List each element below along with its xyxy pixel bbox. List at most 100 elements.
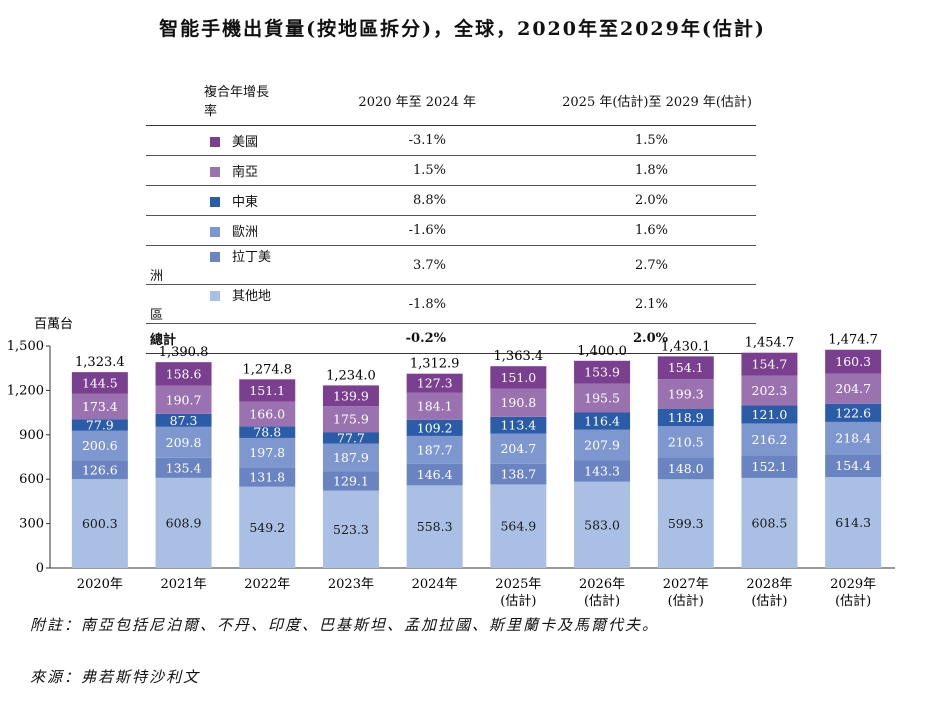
legend-swatch (210, 167, 220, 177)
data-label: 116.4 (584, 414, 620, 429)
region-name: 其他地區 (150, 289, 272, 323)
data-label: 202.3 (752, 383, 788, 398)
bar-segment (239, 426, 296, 438)
total-label: 1,430.1 (661, 339, 711, 354)
cagr-region-cell: 中東 (146, 185, 282, 216)
chart-title: 智能手機出貨量(按地區拆分)，全球，2020年至2029年(估計) (159, 18, 766, 40)
bar-segment (490, 416, 547, 434)
cagr-total-row: 總計 -0.2% 2.0% (146, 323, 756, 354)
region-name: 拉丁美洲 (150, 250, 272, 284)
data-label: 109.2 (417, 420, 453, 435)
total-name: 總計 (146, 323, 282, 354)
bar-segment (322, 432, 379, 444)
data-label: 558.3 (417, 519, 453, 534)
bar-segment (155, 413, 212, 427)
cagr-row: 美國 -3.1% 1.5% (146, 125, 756, 156)
data-label: 154.4 (835, 458, 871, 473)
data-label: 523.3 (333, 522, 369, 537)
x-tick-sublabel: (估計) (835, 593, 871, 609)
data-label: 118.9 (668, 410, 704, 425)
data-label: 190.8 (500, 395, 536, 410)
data-label: 209.8 (166, 435, 202, 450)
total-label: 1,474.7 (828, 333, 878, 348)
data-label: 204.7 (500, 441, 536, 456)
y-tick-label: 1,500 (7, 339, 44, 354)
data-label: 195.5 (584, 391, 620, 406)
region-name: 南亞 (232, 165, 259, 180)
data-label: 600.3 (82, 516, 118, 531)
region-name: 歐洲 (232, 225, 259, 240)
cagr-2025-2029: 2.7% (494, 245, 756, 285)
cagr-2020-2024: 8.8% (282, 185, 494, 216)
cagr-row: 歐洲 -1.6% 1.6% (146, 215, 756, 246)
bar-segment (741, 405, 798, 424)
bar-segment (490, 484, 547, 568)
cagr-header-period2: 2025 年(估計)至 2029 年(估計) (494, 78, 756, 126)
data-label: 77.9 (86, 417, 114, 432)
data-label: 151.1 (249, 383, 285, 398)
total-label: 1,390.8 (159, 345, 209, 360)
bar-segment (239, 437, 296, 468)
data-label: 166.0 (249, 406, 285, 421)
cagr-region-cell: 美國 (146, 125, 282, 156)
data-label: 190.7 (166, 392, 202, 407)
data-label: 139.9 (333, 388, 369, 403)
data-label: 599.3 (668, 516, 704, 531)
bar-segment (825, 454, 882, 478)
bar-segment (657, 379, 714, 409)
bar-segment (71, 419, 128, 431)
data-label: 175.9 (333, 412, 369, 427)
bar-segment (657, 356, 714, 380)
cagr-total-2025-2029: 2.0% (494, 323, 756, 354)
bar-segment (741, 477, 798, 568)
x-tick-label: 2022年 (244, 577, 290, 592)
bar-segment (155, 477, 212, 568)
x-tick-label: 2021年 (161, 577, 207, 592)
data-label: 207.9 (584, 438, 620, 453)
bar-segment (239, 486, 296, 568)
data-label: 151.0 (500, 370, 536, 385)
cagr-2025-2029: 2.0% (494, 185, 756, 216)
cagr-2020-2024: 3.7% (282, 245, 494, 285)
bar-segment (406, 392, 463, 420)
bar-segment (825, 373, 882, 404)
cagr-region-cell: 其他地區 (146, 284, 282, 324)
data-label: 138.7 (500, 467, 536, 482)
cagr-region-cell: 南亞 (146, 155, 282, 186)
bar-segment (71, 430, 128, 461)
legend-swatch (210, 137, 220, 147)
data-label: 126.6 (82, 462, 118, 477)
bar-segment (490, 366, 547, 389)
data-label: 210.5 (668, 434, 704, 449)
data-label: 160.3 (835, 354, 871, 369)
y-tick-label: 1,200 (7, 383, 44, 398)
cagr-2025-2029: 1.6% (494, 215, 756, 246)
data-label: 218.4 (835, 431, 871, 446)
data-label: 158.6 (166, 366, 202, 381)
bar-segment (239, 467, 296, 487)
y-tick-label: 300 (19, 517, 44, 532)
data-label: 131.8 (249, 469, 285, 484)
data-label: 204.7 (835, 381, 871, 396)
y-tick-label: 900 (19, 428, 44, 443)
cagr-2025-2029: 1.8% (494, 155, 756, 186)
bar-segment (490, 463, 547, 485)
bar-segment (155, 385, 212, 414)
region-name: 中東 (232, 195, 259, 210)
bar-segment (406, 485, 463, 568)
cagr-table: 複合年增長率 2020 年至 2024 年 2025 年(估計)至 2029 年… (146, 78, 756, 354)
total-label: 1,454.7 (745, 336, 795, 351)
bar-segment (825, 349, 882, 374)
data-label: 135.4 (166, 460, 202, 475)
cagr-header-row: 複合年增長率 2020 年至 2024 年 2025 年(估計)至 2029 年… (146, 78, 756, 126)
bar-segment (490, 388, 547, 417)
total-label: 1,234.0 (326, 368, 376, 383)
x-tick-label: 2024年 (412, 577, 458, 592)
data-label: 129.1 (333, 473, 369, 488)
y-axis-label: 百萬台 (34, 317, 73, 332)
data-label: 143.3 (584, 464, 620, 479)
region-name: 美國 (232, 135, 259, 150)
bar-segment (406, 373, 463, 393)
cagr-2025-2029: 1.5% (494, 125, 756, 156)
cagr-2020-2024: -3.1% (282, 125, 494, 156)
